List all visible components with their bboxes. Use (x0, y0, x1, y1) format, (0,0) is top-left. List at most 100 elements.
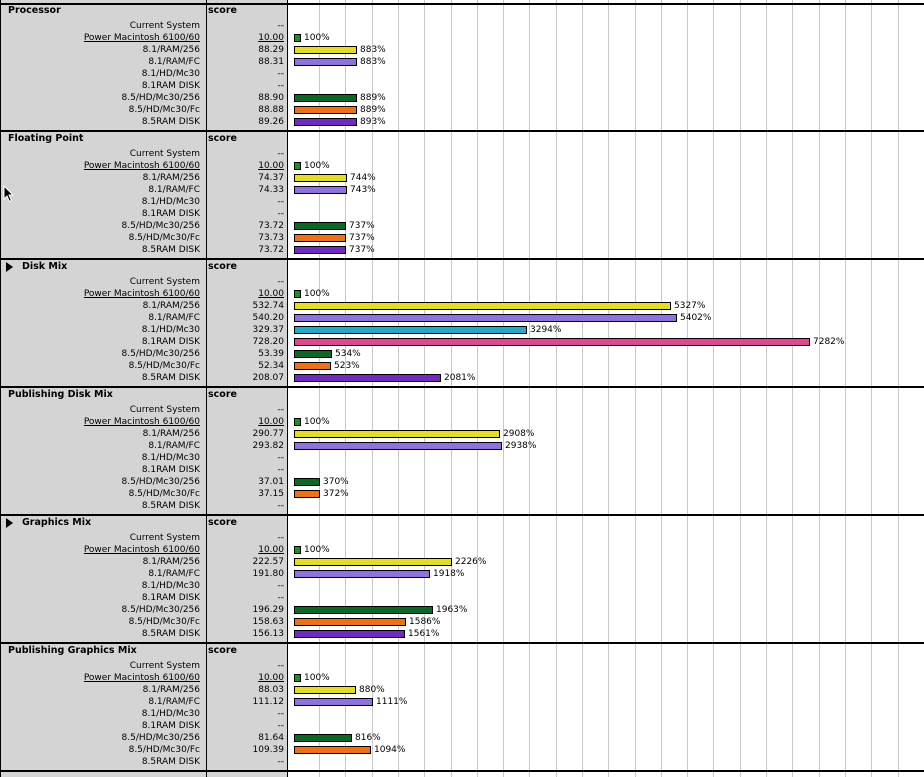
percent-label: 5402% (680, 313, 712, 323)
percent-label: 883% (360, 57, 386, 67)
system-label: Power Macintosh 6100/60 (83, 161, 200, 171)
chart-gridline (451, 0, 452, 777)
section-divider (0, 642, 924, 644)
result-row: 8.1/RAM/256 222.57 2226% (0, 556, 924, 568)
section-divider (0, 130, 924, 132)
result-row: 8.1/RAM/FC 88.31 883% (0, 56, 924, 68)
system-label: 8.1/RAM/FC (148, 697, 200, 707)
system-label: 8.5/HD/Mc30/256 (121, 349, 200, 359)
score-bar (294, 246, 346, 254)
score-bar (294, 58, 357, 66)
disclosure-triangle-icon[interactable] (6, 518, 13, 528)
percent-label: 889% (360, 93, 386, 103)
result-row: 8.1/RAM/256 74.37 744% (0, 172, 924, 184)
system-label: 8.1/HD/Mc30 (141, 69, 200, 79)
score-value: 37.15 (258, 489, 284, 499)
system-label: 8.1/RAM/FC (148, 185, 200, 195)
score-value: -- (277, 81, 285, 91)
chart-gridline (819, 0, 820, 777)
system-label: 8.5RAM DISK (141, 117, 200, 127)
result-row: 8.1/HD/Mc30 -- (0, 452, 924, 464)
score-value: 329.37 (252, 325, 285, 335)
score-bar (294, 162, 301, 170)
section-title[interactable]: Disk Mix (22, 261, 68, 272)
chart-gridline (529, 0, 530, 777)
section-divider (0, 258, 924, 260)
score-bar (294, 478, 320, 486)
section-title: Publishing Disk Mix (8, 389, 113, 400)
system-label: 8.5/HD/Mc30/256 (121, 605, 200, 615)
score-bar (294, 34, 301, 42)
score-value: 88.03 (258, 685, 284, 695)
score-value: 158.63 (252, 617, 285, 627)
result-row: 8.5RAM DISK 156.13 1561% (0, 628, 924, 640)
score-value: -- (277, 453, 285, 463)
result-row: 8.1/RAM/256 88.03 880% (0, 684, 924, 696)
score-value: -- (277, 21, 285, 31)
system-label: 8.1/HD/Mc30 (141, 197, 200, 207)
result-row: 8.5RAM DISK -- (0, 756, 924, 768)
score-bar (294, 442, 502, 450)
score-value: 109.39 (252, 745, 285, 755)
percent-label: 1111% (376, 697, 408, 707)
percent-label: 3294% (530, 325, 562, 335)
percent-label: 100% (304, 289, 330, 299)
chart-gridline (319, 0, 320, 777)
percent-label: 893% (360, 117, 386, 127)
score-value: -- (277, 581, 285, 591)
score-column-header: score (208, 645, 237, 656)
system-label: 8.5/HD/Mc30/256 (121, 733, 200, 743)
score-value: 74.37 (258, 173, 284, 183)
score-value: 73.73 (258, 233, 284, 243)
chart-gridline (845, 0, 846, 777)
score-column (206, 0, 287, 777)
system-label: 8.1/RAM/256 (142, 45, 200, 55)
system-label: Current System (129, 277, 200, 287)
score-value: 37.01 (258, 477, 284, 487)
score-value: -- (277, 721, 285, 731)
score-value: 73.72 (258, 245, 284, 255)
chart-gridline (661, 0, 662, 777)
score-value: 10.00 (258, 289, 284, 299)
result-row: 8.5/HD/Mc30/Fc 88.88 889% (0, 104, 924, 116)
system-label: 8.1RAM DISK (141, 209, 200, 219)
percent-label: 370% (323, 477, 349, 487)
label-column (0, 0, 206, 777)
system-label: 8.1/HD/Mc30 (141, 709, 200, 719)
score-value: 196.29 (252, 605, 285, 615)
system-label: 8.1/RAM/FC (148, 313, 200, 323)
score-value: -- (277, 501, 285, 511)
score-column-header: score (208, 133, 237, 144)
score-bar (294, 570, 430, 578)
score-value: -- (277, 277, 285, 287)
score-value: 532.74 (252, 301, 285, 311)
score-bar (294, 618, 406, 626)
percent-label: 737% (349, 221, 375, 231)
score-value: -- (277, 69, 285, 79)
disclosure-triangle-icon[interactable] (6, 262, 13, 272)
result-row: 8.5/HD/Mc30/256 37.01 370% (0, 476, 924, 488)
score-bar (294, 558, 452, 566)
results-section: Publishing Graphics Mix score Current Syst… (0, 644, 924, 772)
chart-gridline (792, 0, 793, 777)
percent-label: 1918% (433, 569, 465, 579)
system-label: Power Macintosh 6100/60 (83, 673, 200, 683)
score-value: 728.20 (252, 337, 285, 347)
result-row: 8.5RAM DISK -- (0, 500, 924, 512)
score-bar (294, 734, 352, 742)
result-row: Current System -- (0, 532, 924, 544)
section-title[interactable]: Graphics Mix (22, 517, 92, 528)
result-row: 8.5RAM DISK 89.26 893% (0, 116, 924, 128)
result-row: 8.1/RAM/FC 540.20 5402% (0, 312, 924, 324)
result-row: 8.1/RAM/FC 191.80 1918% (0, 568, 924, 580)
percent-label: 1963% (436, 605, 468, 615)
score-bar (294, 630, 405, 638)
system-label: Current System (129, 21, 200, 31)
result-row: Power Macintosh 6100/60 10.00 100% (0, 32, 924, 44)
result-row: 8.5RAM DISK 73.72 737% (0, 244, 924, 256)
percent-label: 2226% (455, 557, 487, 567)
result-row: 8.1RAM DISK -- (0, 720, 924, 732)
score-value: 81.64 (258, 733, 284, 743)
result-row: 8.1/RAM/256 532.74 5327% (0, 300, 924, 312)
chart-gridline (503, 0, 504, 777)
